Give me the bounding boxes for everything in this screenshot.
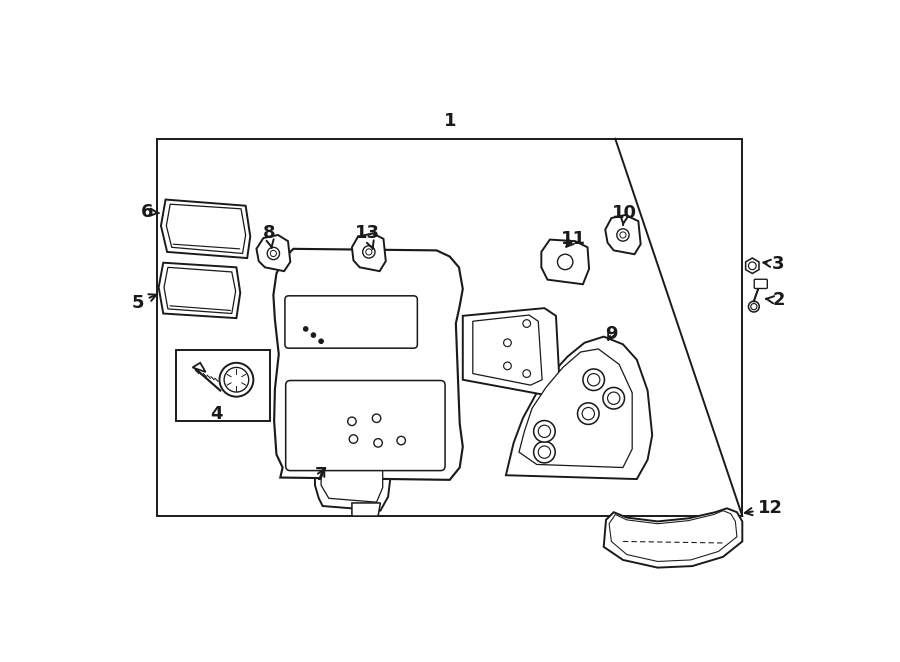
Text: 13: 13: [355, 224, 380, 249]
Polygon shape: [609, 510, 737, 561]
Circle shape: [620, 232, 626, 238]
Polygon shape: [164, 267, 236, 314]
Circle shape: [538, 425, 551, 438]
Polygon shape: [541, 240, 590, 284]
Circle shape: [365, 249, 372, 255]
Polygon shape: [506, 336, 652, 479]
Circle shape: [534, 442, 555, 463]
Circle shape: [363, 246, 375, 258]
Circle shape: [319, 339, 323, 344]
Circle shape: [523, 320, 531, 328]
Circle shape: [303, 326, 308, 331]
Circle shape: [523, 370, 531, 377]
Text: 3: 3: [763, 256, 785, 273]
Text: 2: 2: [766, 291, 785, 309]
Circle shape: [397, 436, 405, 445]
FancyBboxPatch shape: [285, 296, 418, 348]
Polygon shape: [519, 349, 632, 467]
FancyBboxPatch shape: [754, 279, 768, 289]
Circle shape: [347, 417, 356, 426]
Polygon shape: [193, 363, 205, 372]
Polygon shape: [161, 199, 250, 258]
Circle shape: [749, 262, 756, 269]
Circle shape: [538, 446, 551, 458]
Circle shape: [582, 407, 595, 420]
Circle shape: [267, 248, 280, 260]
FancyBboxPatch shape: [285, 381, 446, 471]
Text: 7: 7: [315, 466, 328, 484]
Polygon shape: [166, 204, 246, 254]
Text: 10: 10: [612, 205, 637, 225]
Circle shape: [603, 387, 625, 409]
Circle shape: [373, 414, 381, 422]
Polygon shape: [745, 258, 759, 273]
Circle shape: [578, 403, 599, 424]
Text: 8: 8: [263, 224, 275, 248]
Polygon shape: [604, 508, 742, 567]
Text: 4: 4: [210, 404, 222, 422]
Polygon shape: [352, 503, 381, 516]
Circle shape: [749, 301, 760, 312]
Polygon shape: [605, 215, 641, 254]
Circle shape: [583, 369, 605, 391]
Circle shape: [557, 254, 573, 269]
Circle shape: [349, 435, 357, 444]
Bar: [158, 139, 742, 516]
Circle shape: [374, 439, 382, 447]
Polygon shape: [256, 235, 291, 271]
Circle shape: [270, 250, 276, 257]
Polygon shape: [463, 308, 560, 395]
Text: 12: 12: [745, 499, 783, 517]
Text: 5: 5: [131, 294, 157, 312]
Polygon shape: [315, 439, 391, 510]
Circle shape: [608, 392, 620, 404]
Polygon shape: [472, 315, 542, 385]
Circle shape: [504, 362, 511, 370]
Circle shape: [220, 363, 254, 397]
Circle shape: [588, 373, 599, 386]
Text: 11: 11: [562, 230, 586, 248]
Text: 9: 9: [605, 324, 617, 342]
Circle shape: [751, 303, 757, 310]
Polygon shape: [352, 234, 386, 271]
Text: 6: 6: [140, 203, 159, 221]
Circle shape: [311, 333, 316, 338]
Circle shape: [534, 420, 555, 442]
Circle shape: [224, 367, 248, 392]
Circle shape: [504, 339, 511, 347]
Polygon shape: [321, 447, 382, 502]
Bar: [176, 350, 270, 421]
Polygon shape: [274, 249, 463, 480]
Circle shape: [616, 229, 629, 241]
Polygon shape: [158, 263, 240, 318]
Text: 1: 1: [444, 112, 456, 130]
